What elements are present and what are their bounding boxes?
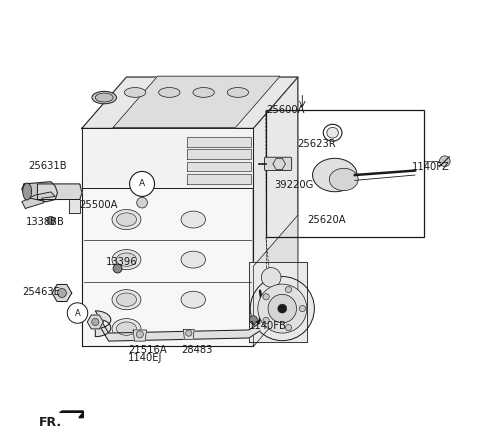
Polygon shape — [22, 192, 55, 208]
FancyBboxPatch shape — [264, 157, 292, 171]
Ellipse shape — [181, 251, 205, 268]
Text: 25620A: 25620A — [307, 215, 346, 224]
Polygon shape — [187, 149, 251, 159]
Text: 1140FB: 1140FB — [249, 320, 287, 331]
Circle shape — [258, 284, 307, 333]
Text: 39220G: 39220G — [275, 180, 314, 190]
Ellipse shape — [23, 183, 32, 200]
Polygon shape — [133, 330, 146, 341]
Circle shape — [263, 317, 269, 323]
Text: 13396: 13396 — [106, 257, 137, 267]
Ellipse shape — [117, 213, 136, 226]
Circle shape — [440, 156, 450, 167]
Ellipse shape — [124, 87, 146, 97]
Polygon shape — [253, 215, 298, 346]
Bar — [266, 111, 424, 237]
Polygon shape — [187, 162, 251, 172]
Circle shape — [58, 289, 66, 297]
Circle shape — [286, 324, 292, 331]
Polygon shape — [113, 76, 280, 127]
Ellipse shape — [92, 91, 117, 104]
Text: 28483: 28483 — [181, 345, 213, 354]
Text: A: A — [74, 309, 80, 318]
Polygon shape — [96, 311, 260, 341]
Circle shape — [263, 294, 269, 300]
Circle shape — [186, 330, 192, 336]
Circle shape — [137, 197, 147, 208]
Circle shape — [250, 276, 314, 340]
Ellipse shape — [227, 87, 249, 97]
Ellipse shape — [117, 253, 136, 266]
Ellipse shape — [327, 127, 338, 138]
Text: 1338BB: 1338BB — [26, 217, 65, 227]
Ellipse shape — [96, 93, 113, 102]
Polygon shape — [69, 184, 80, 213]
Ellipse shape — [112, 290, 141, 310]
Ellipse shape — [159, 87, 180, 97]
Polygon shape — [52, 284, 72, 302]
Circle shape — [268, 294, 297, 323]
Polygon shape — [82, 77, 298, 128]
Circle shape — [113, 264, 122, 273]
Circle shape — [281, 303, 297, 319]
Polygon shape — [82, 128, 253, 346]
Polygon shape — [249, 262, 307, 342]
Text: 25631B: 25631B — [28, 161, 67, 171]
Circle shape — [47, 216, 55, 224]
Text: FR.: FR. — [39, 416, 62, 429]
Text: 1140EJ: 1140EJ — [128, 353, 162, 362]
Circle shape — [286, 286, 292, 293]
Circle shape — [278, 304, 287, 313]
Text: 1140FZ: 1140FZ — [411, 163, 449, 172]
Ellipse shape — [193, 87, 214, 97]
Polygon shape — [87, 315, 103, 329]
Text: 25463E: 25463E — [23, 287, 60, 297]
Polygon shape — [82, 77, 298, 128]
Polygon shape — [253, 77, 298, 346]
Text: 25600A: 25600A — [267, 105, 305, 116]
Polygon shape — [183, 330, 194, 339]
Ellipse shape — [323, 124, 342, 141]
Polygon shape — [82, 128, 253, 188]
Circle shape — [249, 316, 257, 324]
Text: 25500A: 25500A — [79, 200, 117, 210]
Ellipse shape — [112, 250, 141, 270]
Ellipse shape — [181, 211, 205, 228]
Polygon shape — [22, 182, 58, 202]
Polygon shape — [187, 137, 251, 146]
Polygon shape — [60, 411, 84, 418]
Ellipse shape — [112, 319, 141, 339]
Circle shape — [299, 306, 305, 312]
Circle shape — [130, 172, 155, 196]
Text: 25623R: 25623R — [297, 139, 336, 149]
Ellipse shape — [117, 322, 136, 335]
Ellipse shape — [329, 168, 358, 190]
Ellipse shape — [312, 158, 357, 192]
Circle shape — [92, 319, 99, 326]
Circle shape — [262, 267, 281, 287]
Circle shape — [136, 331, 144, 338]
Ellipse shape — [117, 293, 136, 306]
Text: 21516A: 21516A — [128, 345, 167, 354]
Circle shape — [67, 303, 88, 323]
Polygon shape — [37, 184, 82, 199]
Ellipse shape — [181, 291, 205, 308]
Polygon shape — [187, 174, 251, 184]
Text: A: A — [139, 180, 145, 189]
Ellipse shape — [112, 210, 141, 229]
